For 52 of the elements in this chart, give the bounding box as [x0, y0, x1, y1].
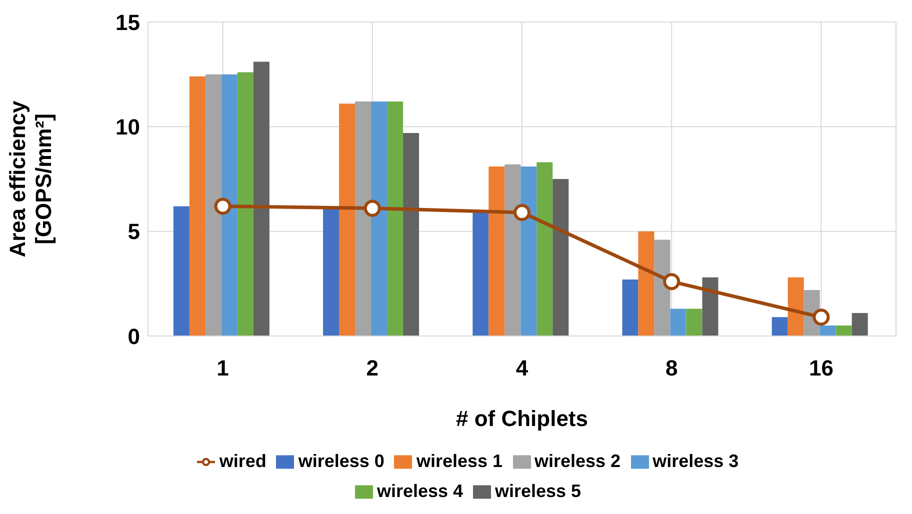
point	[214, 198, 232, 215]
bar	[788, 277, 804, 336]
x-tick-label: 8	[665, 356, 678, 381]
bar	[820, 326, 836, 336]
bar	[654, 240, 670, 336]
bar	[205, 74, 222, 336]
x-tick-label: 16	[808, 356, 834, 381]
y-tick-label: 15	[116, 10, 140, 35]
bar	[253, 62, 270, 336]
bar	[622, 279, 638, 336]
legend-label: wireless 4	[376, 481, 463, 501]
legend-label: wireless 5	[495, 481, 582, 501]
point	[812, 308, 830, 326]
y-axis-title: Area efficiency [GOPS/mm²]	[5, 100, 56, 258]
point	[514, 204, 530, 221]
legend-label: wireless 3	[652, 451, 739, 471]
x-tick-label: 1	[216, 356, 229, 381]
bar	[836, 326, 852, 336]
bar	[638, 231, 654, 336]
bar	[371, 102, 388, 336]
legend-label: wireless 0	[298, 451, 384, 471]
bar	[504, 164, 521, 336]
bar	[339, 104, 356, 336]
bar	[852, 312, 868, 336]
x-tick-label: 4	[516, 356, 529, 381]
bar	[520, 166, 537, 336]
bar	[189, 76, 206, 336]
bar	[237, 72, 254, 336]
bar	[536, 162, 553, 336]
bar	[670, 308, 686, 336]
legend-label: wireless 1	[416, 451, 502, 471]
y-tick-label: 0	[128, 324, 140, 349]
x-axis-title: # of Chiplets	[456, 406, 588, 431]
x-tick-label: 2	[366, 356, 379, 381]
legend-label: wired	[219, 451, 266, 471]
bar	[686, 308, 702, 336]
bar	[472, 212, 489, 336]
bar	[387, 102, 404, 336]
bar	[355, 102, 372, 336]
bar	[552, 179, 569, 336]
y-tick-label: 5	[128, 219, 140, 244]
point	[663, 273, 680, 290]
bar	[403, 132, 420, 336]
bar	[772, 317, 788, 336]
bar	[488, 166, 505, 336]
point	[364, 200, 381, 217]
legend-label: wireless 2	[534, 451, 621, 471]
y-tick-label: 10	[116, 114, 140, 140]
bar	[221, 74, 238, 336]
bar	[702, 277, 718, 336]
bar	[173, 206, 190, 336]
bar	[323, 208, 340, 336]
